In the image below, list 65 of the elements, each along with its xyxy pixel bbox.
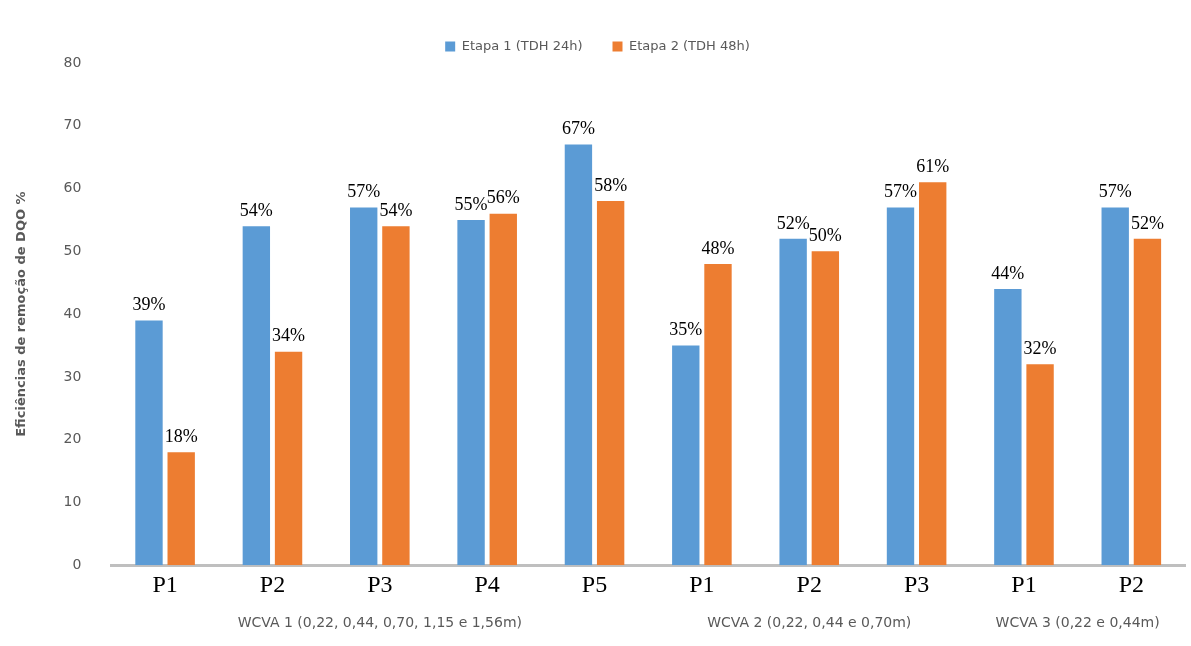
- data-label: 54%: [239, 199, 273, 220]
- y-axis-title: Eficiências de remoção de DQO %: [13, 191, 29, 437]
- x-tick-label: P2: [796, 570, 822, 597]
- y-tick-label: 0: [72, 555, 82, 572]
- bar: [994, 288, 1022, 566]
- data-label: 48%: [701, 237, 735, 258]
- bar: [704, 263, 732, 566]
- data-label: 35%: [669, 319, 703, 340]
- x-tick-label: P5: [581, 570, 608, 597]
- bar: [596, 201, 625, 566]
- data-label: 67%: [561, 118, 595, 139]
- y-tick-label: 70: [63, 116, 82, 133]
- bar: [167, 452, 195, 566]
- y-tick-label: 10: [63, 493, 82, 510]
- legend-label: Etapa 1 (TDH 24h): [461, 37, 583, 53]
- bar: [274, 351, 303, 566]
- x-tick-label: P3: [903, 570, 930, 597]
- data-label: 57%: [884, 181, 917, 202]
- y-tick-label: 60: [63, 179, 82, 196]
- y-tick-label: 80: [63, 53, 82, 70]
- bar: [457, 219, 485, 566]
- bar: [350, 207, 378, 566]
- bar: [1101, 207, 1129, 566]
- x-tick-label: P1: [689, 570, 715, 597]
- bar: [489, 213, 517, 566]
- bar: [886, 207, 915, 566]
- data-label: 56%: [486, 187, 520, 208]
- data-label: 61%: [916, 156, 950, 177]
- x-tick-label: P1: [152, 570, 178, 597]
- data-label: 32%: [1023, 338, 1057, 359]
- legend-label: Etapa 2 (TDH 48h): [629, 37, 750, 53]
- x-tick-label: P2: [259, 570, 286, 597]
- text: WCVA 2 (0,22, 0,44 e 0,70m): [707, 613, 912, 630]
- bar: [135, 320, 163, 566]
- bar: [672, 345, 700, 566]
- y-tick-label: 20: [63, 430, 82, 447]
- bar: [1133, 238, 1162, 566]
- x-tick-label: P2: [1118, 570, 1144, 597]
- y-tick-label: 50: [63, 241, 82, 258]
- text: WCVA 3 (0,22 e 0,44m): [995, 613, 1160, 630]
- data-label: 50%: [808, 225, 842, 246]
- bar: [811, 251, 840, 566]
- data-label: 55%: [454, 193, 488, 214]
- x-tick-label: P4: [474, 570, 500, 597]
- y-tick-label: 40: [63, 304, 82, 321]
- x-tick-label: P1: [1011, 570, 1037, 597]
- bar: [779, 238, 807, 566]
- bar: [242, 226, 271, 566]
- data-label: 18%: [164, 425, 198, 446]
- data-label: 57%: [1098, 181, 1132, 202]
- bar: [1026, 364, 1054, 566]
- bar: [382, 226, 410, 566]
- data-label: 57%: [347, 181, 381, 202]
- data-label: 52%: [1130, 212, 1164, 233]
- data-label: 52%: [776, 212, 810, 233]
- data-label: 58%: [594, 174, 628, 195]
- data-label: 34%: [272, 325, 306, 346]
- data-label: 39%: [132, 294, 166, 315]
- text: WCVA 1 (0,22, 0,44, 0,70, 1,15 e 1,56m): [237, 613, 522, 630]
- bar: [919, 182, 947, 566]
- data-label: 44%: [991, 262, 1025, 283]
- data-label: 54%: [379, 199, 413, 220]
- bar: [564, 144, 593, 566]
- x-tick-label: P3: [367, 570, 393, 597]
- y-tick-label: 30: [63, 367, 82, 384]
